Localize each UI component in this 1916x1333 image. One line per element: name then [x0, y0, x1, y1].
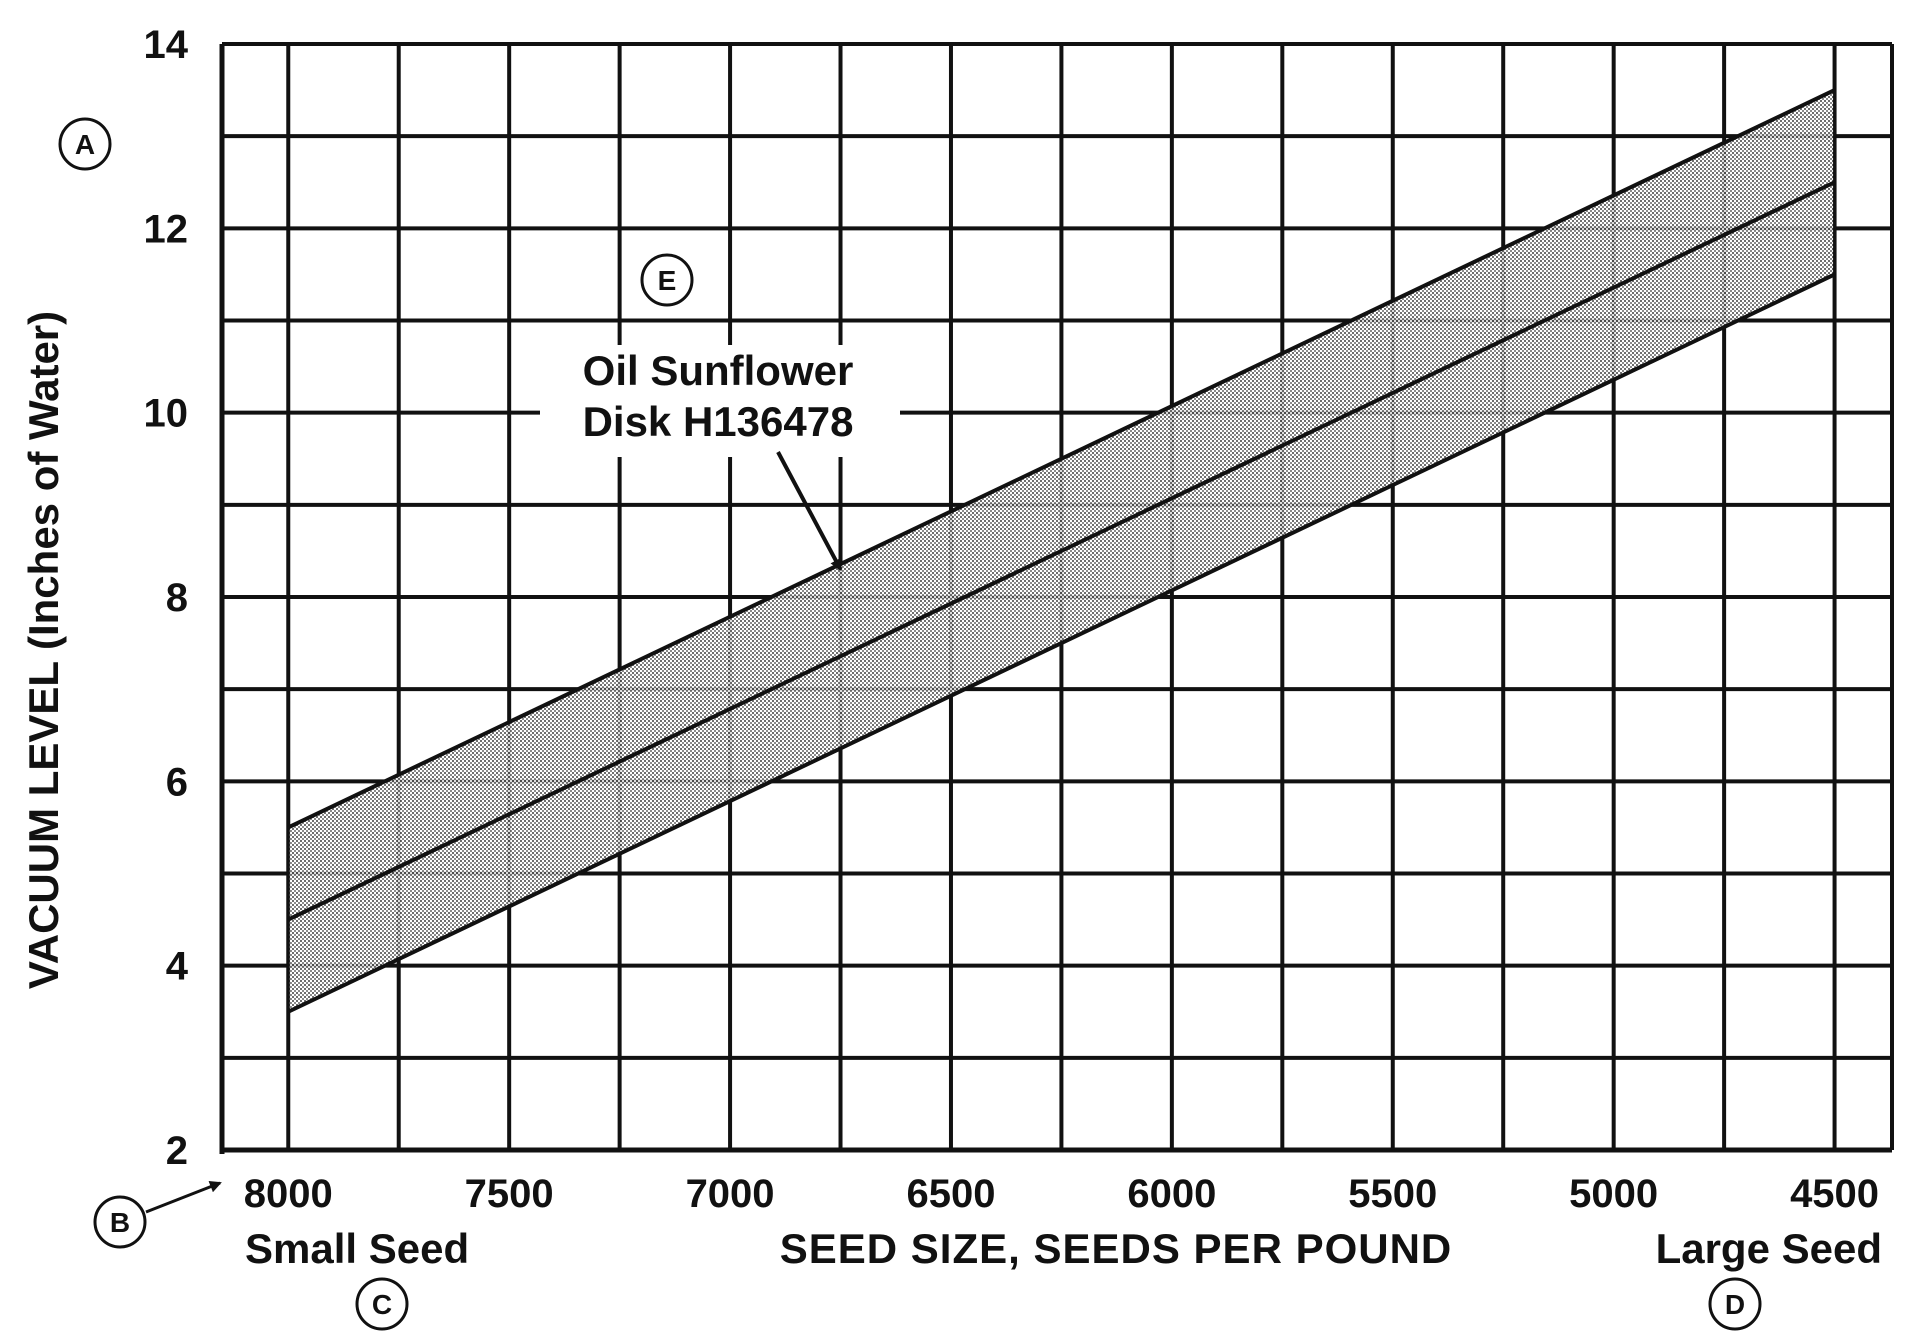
callout-e-letter: E	[658, 265, 677, 296]
callout-c: C	[355, 1277, 409, 1331]
callout-b-letter: B	[110, 1207, 130, 1238]
callout-a: A	[58, 117, 112, 171]
x-tick-label: 8000	[244, 1172, 333, 1216]
y-tick-label: 8	[166, 576, 188, 620]
annotation-callout: Oil Sunflower Disk H136478	[540, 345, 900, 572]
callout-a-letter: A	[75, 129, 95, 160]
y-tick-label: 14	[144, 23, 189, 67]
y-tick-label: 2	[166, 1129, 188, 1173]
annotation-line-2: Disk H136478	[583, 398, 854, 445]
x-tick-label: 6500	[906, 1172, 995, 1216]
callout-d: D	[1708, 1277, 1762, 1331]
plot-frame	[219, 42, 1894, 1154]
x-axis-label: SEED SIZE, SEEDS PER POUND	[780, 1225, 1453, 1272]
callout-b: B	[93, 1181, 222, 1249]
y-tick-labels: 2 4 6 8 10 12 14	[144, 23, 189, 1173]
y-axis-label: VACUUM LEVEL (Inches of Water)	[20, 311, 67, 989]
x-tick-labels: 8000 7500 7000 6500 6000 5500 5000 4500	[244, 1172, 1879, 1216]
series-line	[287, 180, 1836, 922]
x-tick-label: 7000	[686, 1172, 775, 1216]
callout-d-letter: D	[1725, 1289, 1745, 1320]
x-tick-label: 5500	[1348, 1172, 1437, 1216]
small-seed-label: Small Seed	[245, 1225, 469, 1272]
annotation-line-1: Oil Sunflower	[583, 347, 854, 394]
series-lines	[287, 180, 1836, 922]
y-tick-label: 4	[166, 945, 189, 989]
x-tick-label: 5000	[1569, 1172, 1658, 1216]
y-tick-label: 6	[166, 760, 188, 804]
band-lower-edge	[287, 272, 1836, 1014]
grid	[222, 44, 1892, 1150]
callout-b-arrow	[145, 1181, 222, 1214]
y-tick-label: 12	[144, 207, 189, 251]
band-upper-edge	[287, 88, 1836, 830]
callout-c-letter: C	[372, 1289, 392, 1320]
annotation-arrow	[776, 451, 843, 572]
x-tick-label: 4500	[1790, 1172, 1879, 1216]
callout-e: E	[640, 253, 694, 307]
large-seed-label: Large Seed	[1656, 1225, 1882, 1272]
x-tick-label: 7500	[465, 1172, 554, 1216]
y-tick-label: 10	[144, 392, 189, 436]
x-tick-label: 6000	[1127, 1172, 1216, 1216]
